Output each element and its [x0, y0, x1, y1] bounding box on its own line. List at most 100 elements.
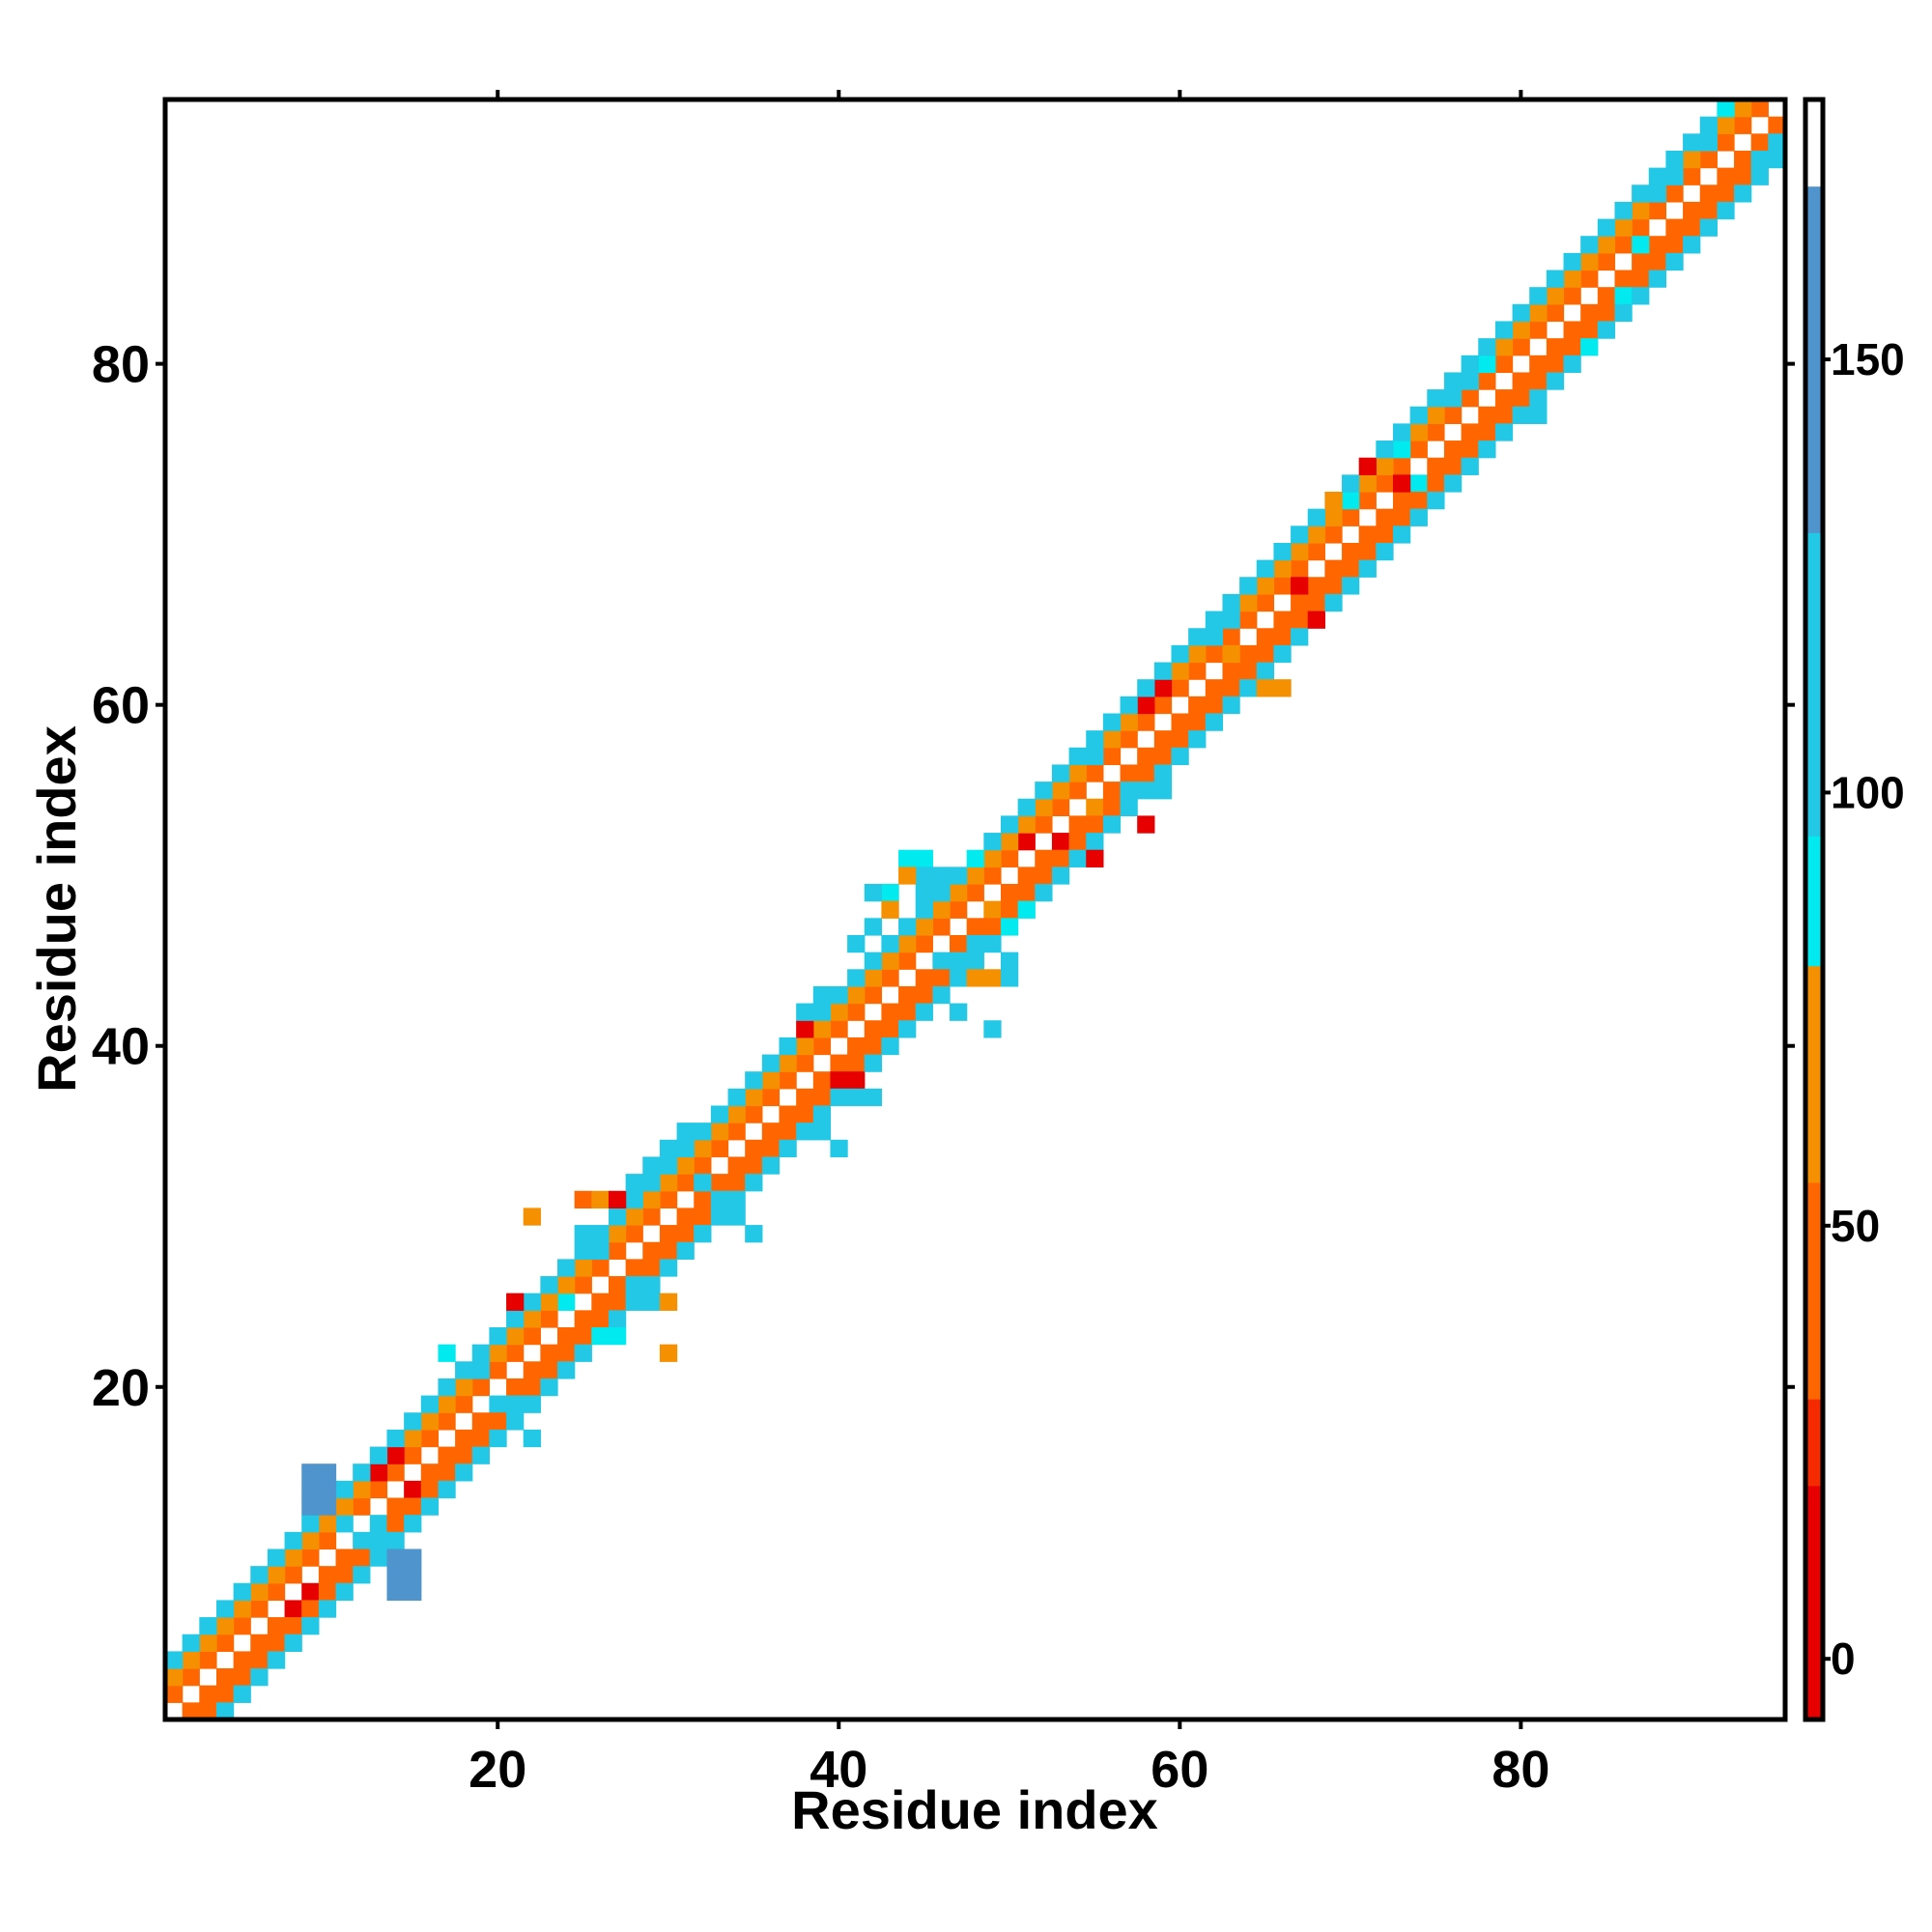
heatmap-cell [1494, 321, 1514, 339]
heatmap-cell [1632, 236, 1650, 254]
heatmap-cell [1171, 713, 1189, 731]
heatmap-cell [1683, 236, 1701, 254]
heatmap-cell [1051, 849, 1070, 867]
heatmap-cell [591, 1241, 610, 1260]
heatmap-cell [898, 1020, 917, 1038]
heatmap-cell [335, 1548, 354, 1567]
heatmap-cell [1563, 355, 1581, 374]
heatmap-cell [574, 1310, 592, 1328]
heatmap-cell [557, 1293, 576, 1311]
heatmap-cell [983, 833, 1002, 851]
heatmap-cell [1580, 236, 1599, 254]
heatmap-cell [1427, 474, 1445, 493]
heatmap-cell [1683, 201, 1701, 220]
heatmap-cell [301, 1463, 320, 1482]
heatmap-cell [966, 934, 984, 953]
heatmap-cell [1222, 628, 1240, 646]
heatmap-cell [796, 1037, 814, 1056]
heatmap-cell [369, 1531, 388, 1550]
heatmap-cell [1597, 321, 1616, 339]
heatmap-cell [659, 1156, 678, 1175]
heatmap-cell [506, 1412, 525, 1431]
heatmap-cell [950, 1003, 968, 1021]
heatmap-cell [301, 1600, 320, 1618]
heatmap-cell [1358, 559, 1377, 578]
heatmap-cell [1273, 628, 1292, 646]
heatmap-cell [404, 1515, 422, 1533]
heatmap-cell [1461, 355, 1479, 374]
heatmap-cell [506, 1310, 525, 1328]
heatmap-cell [642, 1174, 661, 1192]
heatmap-cell [1205, 628, 1224, 646]
heatmap-cell [267, 1617, 286, 1635]
heatmap-cell [608, 1241, 627, 1260]
heatmap-cell [540, 1361, 558, 1379]
heatmap-cell [898, 849, 917, 867]
heatmap-cell [915, 1003, 933, 1021]
heatmap-cell [1717, 133, 1735, 152]
heatmap-cell [301, 1531, 320, 1550]
heatmap-cell [745, 1071, 763, 1090]
heatmap-cell [761, 1054, 781, 1072]
heatmap-cell [1376, 474, 1394, 493]
heatmap-cell [915, 867, 933, 885]
colorbar-segment [1807, 99, 1821, 187]
heatmap-cell [915, 884, 933, 902]
heatmap-cell [1529, 321, 1548, 339]
heatmap-cell [1000, 900, 1019, 919]
heatmap-cell [727, 1122, 746, 1141]
heatmap-cell [369, 1548, 388, 1567]
heatmap-cell [335, 1497, 354, 1516]
heatmap-cell [1597, 218, 1616, 237]
heatmap-cell [659, 1241, 678, 1260]
heatmap-cell [1035, 867, 1053, 885]
heatmap-cell [950, 900, 968, 919]
heatmap-cell [642, 1208, 661, 1226]
heatmap-cell [1683, 133, 1701, 152]
heatmap-cell [1222, 593, 1240, 612]
heatmap-cell [1392, 492, 1411, 510]
heatmap-cell [625, 1293, 643, 1311]
heatmap-cell [1120, 781, 1138, 800]
heatmap-cell [710, 1139, 729, 1158]
heatmap-cell [557, 1326, 576, 1346]
heatmap-cell [386, 1429, 405, 1448]
heatmap-cell [1546, 270, 1565, 288]
heatmap-cell [1342, 474, 1360, 493]
heatmap-cell [1409, 492, 1428, 510]
heatmap-cell [574, 1276, 592, 1294]
heatmap-cell [1307, 542, 1325, 561]
heatmap-cell [830, 1003, 848, 1021]
heatmap-cell [1137, 781, 1155, 800]
heatmap-cell [1273, 542, 1292, 561]
heatmap-cell [796, 1020, 814, 1038]
heatmap-cell [1324, 593, 1343, 612]
heatmap-cell [233, 1617, 251, 1635]
heatmap-cell [489, 1326, 507, 1346]
heatmap-cell [404, 1480, 422, 1499]
heatmap-cell [881, 900, 899, 919]
heatmap-cell [1494, 423, 1514, 441]
heatmap-cell [864, 952, 883, 970]
heatmap-cell [950, 867, 968, 885]
heatmap-cell [574, 1344, 592, 1362]
heatmap-cell [1291, 628, 1309, 646]
heatmap-cell [386, 1515, 405, 1533]
heatmap-cell [1699, 218, 1718, 237]
heatmap-cell [812, 1122, 832, 1141]
heatmap-cell [966, 969, 984, 987]
heatmap-cell [574, 1225, 592, 1243]
heatmap-cell [1443, 372, 1463, 390]
heatmap-cell [1546, 287, 1565, 305]
colorbar-segment [1807, 1485, 1821, 1720]
heatmap-cell [404, 1548, 422, 1567]
heatmap-cell [983, 918, 1002, 936]
heatmap-cell [1000, 849, 1019, 867]
x-axis-title: Residue index [791, 1779, 1158, 1840]
heatmap-cell [1563, 338, 1581, 356]
heatmap-cell [404, 1412, 422, 1431]
heatmap-cell [557, 1259, 576, 1277]
heatmap-cell [404, 1566, 422, 1584]
heatmap-cell [1699, 150, 1718, 169]
heatmap-cell [966, 952, 984, 970]
